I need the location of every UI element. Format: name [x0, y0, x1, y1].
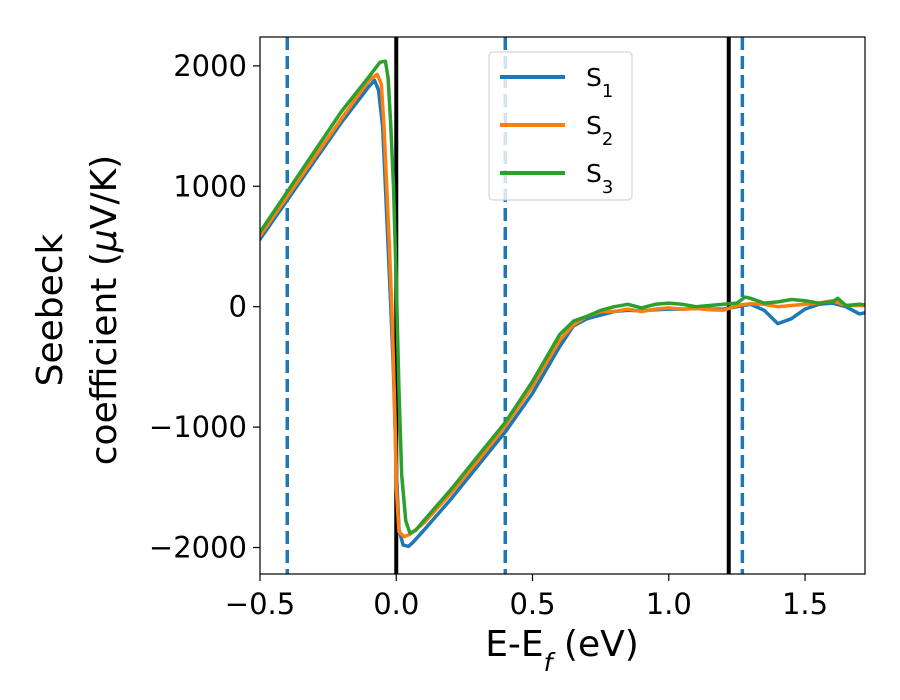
y-axis-label-line2: coefficient (μV/K): [84, 155, 125, 465]
x-axis-ticks: −0.5 0.0 0.5 1.0 1.5: [225, 574, 828, 621]
legend-label: S2: [586, 111, 613, 150]
plot-frame: [259, 36, 866, 575]
legend-item-S2: S2: [500, 111, 613, 150]
legend: S1 S2 S3: [488, 51, 633, 201]
y-tick-label: −1000: [149, 410, 247, 444]
x-tick-label: 0.0: [373, 587, 419, 621]
legend-item-S1: S1: [500, 63, 613, 102]
x-tick-label: 1.0: [646, 587, 692, 621]
y-axis-ticks: −2000 −1000 0 1000 2000: [149, 49, 260, 565]
legend-label: S1: [586, 63, 613, 102]
x-tick-label: −0.5: [225, 587, 295, 621]
series-line-S2: [260, 72, 865, 539]
x-tick-label: 1.5: [782, 587, 828, 621]
y-tick-label: 1000: [173, 169, 247, 203]
x-axis-label: E-Ef (eV): [485, 624, 639, 677]
y-tick-label: 2000: [173, 49, 247, 83]
y-axis-label: Seebeck coefficient (μV/K): [30, 155, 125, 465]
y-tick-label: −2000: [149, 531, 247, 565]
legend-item-S3: S3: [500, 159, 613, 198]
series-layer: [260, 59, 865, 549]
series-line-S3: [260, 59, 865, 535]
y-tick-label: 0: [229, 290, 247, 324]
x-tick-label: 0.5: [509, 587, 555, 621]
y-axis-label-line1: Seebeck: [30, 233, 71, 386]
legend-label: S3: [586, 159, 613, 198]
